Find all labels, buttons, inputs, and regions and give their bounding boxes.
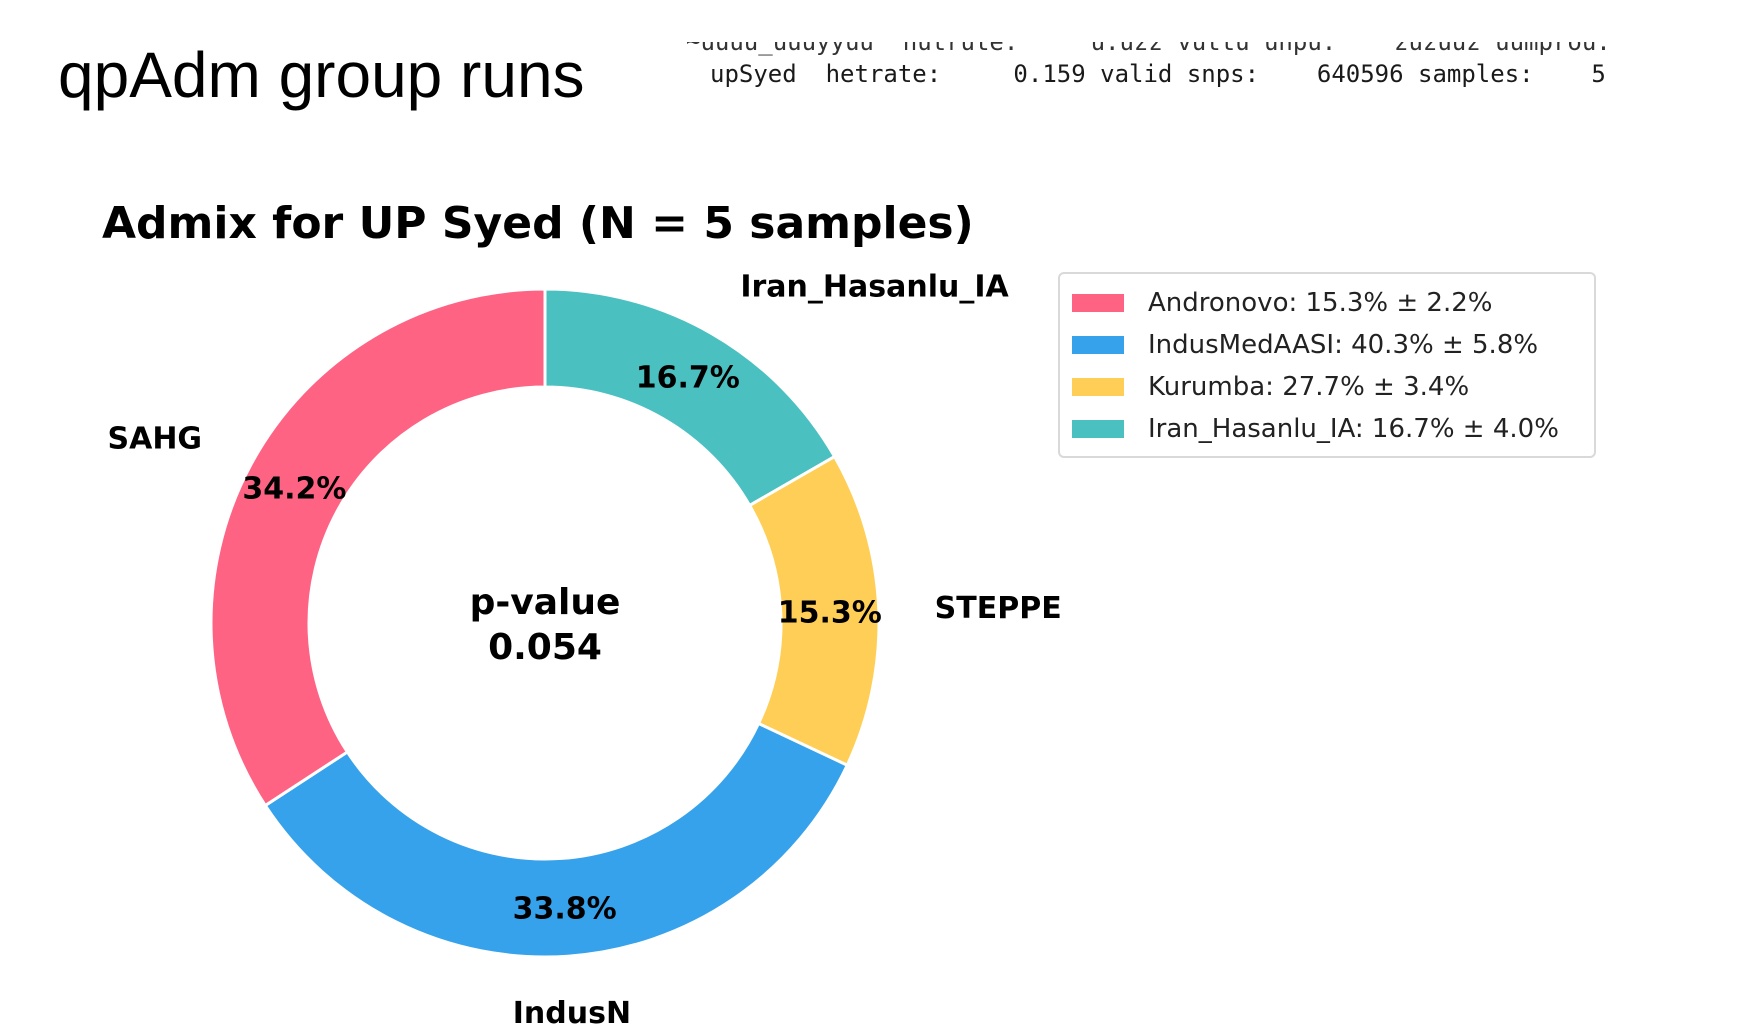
slice-pct-label-iran-hasanlu-ia: 16.7% — [636, 360, 740, 395]
slice-indusn — [263, 721, 850, 959]
legend-label: Andronovo: 15.3% ± 2.2% — [1148, 288, 1493, 318]
legend-label: Kurumba: 27.7% ± 3.4% — [1148, 372, 1470, 402]
center-text-value: 0.054 — [488, 627, 602, 668]
slide-title: qpAdm group runs — [58, 39, 585, 111]
slice-sahg — [209, 287, 547, 808]
legend-entry: IndusMedAASI: 40.3% ± 5.8% — [1060, 324, 1594, 366]
legend-entry: Iran_Hasanlu_IA: 16.7% ± 4.0% — [1060, 408, 1594, 450]
legend: Andronovo: 15.3% ± 2.2% IndusMedAASI: 40.… — [1058, 272, 1596, 458]
legend-swatch — [1072, 420, 1124, 438]
slice-iran-hasanlu-ia — [543, 287, 837, 508]
terminal-line: upSyed hetrate: 0.159 valid snps: 640596… — [710, 60, 1606, 88]
legend-swatch — [1072, 336, 1124, 354]
legend-swatch — [1072, 378, 1124, 396]
terminal-line-above: ~uuuu_uuuyyuu nutrute: u.uzz vuttu unpu.… — [686, 42, 1611, 56]
legend-label: Iran_Hasanlu_IA: 16.7% ± 4.0% — [1148, 414, 1559, 444]
chart-title: Admix for UP Syed (N = 5 samples) — [102, 198, 974, 249]
legend-entry: Kurumba: 27.7% ± 3.4% — [1060, 366, 1594, 408]
terminal-output: ~uuuu_uuuyyuu nutrute: u.uzz vuttu unpu.… — [686, 42, 1666, 102]
slice-name-label-indusn: IndusN — [513, 996, 631, 1031]
center-text-label: p-value — [470, 582, 621, 623]
slice-name-label-iran-hasanlu-ia: Iran_Hasanlu_IA — [740, 269, 1009, 304]
slice-pct-label-sahg: 34.2% — [242, 471, 346, 506]
terminal-line-below: ... — [710, 90, 753, 102]
legend-entry: Andronovo: 15.3% ± 2.2% — [1060, 282, 1594, 324]
legend-label: IndusMedAASI: 40.3% ± 5.8% — [1148, 330, 1539, 360]
slice-name-label-steppe: STEPPE — [935, 591, 1062, 626]
legend-swatch — [1072, 294, 1124, 312]
slice-pct-label-indusn: 33.8% — [513, 891, 617, 926]
slice-pct-label-steppe: 15.3% — [778, 595, 882, 630]
slice-name-label-sahg: SAHG — [108, 421, 203, 456]
